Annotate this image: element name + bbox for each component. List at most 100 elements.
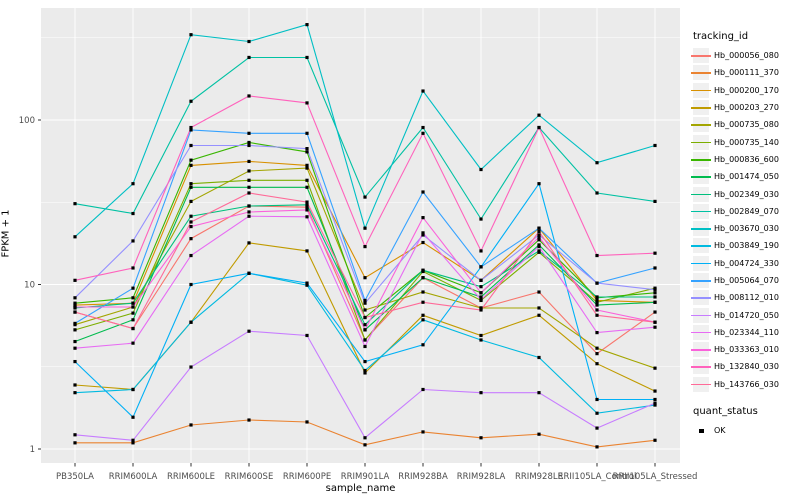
legend-quant-items: OK: [693, 422, 799, 439]
data-point: [537, 355, 541, 360]
legend-key-swatch: [691, 82, 711, 98]
data-point: [595, 295, 599, 299]
data-point: [247, 169, 251, 173]
data-point: [595, 331, 599, 335]
data-point: [305, 333, 309, 338]
legend-item-label: Hb_023344_110: [714, 327, 779, 337]
data-point: [363, 368, 367, 373]
data-point: [479, 333, 483, 338]
x-tick-label: RRII105LA_Stressed: [613, 472, 698, 482]
data-point: [537, 243, 541, 247]
x-tick-label: RRIM600PE: [283, 472, 331, 482]
x-tick-label: RRIM901LA: [341, 472, 390, 482]
data-point: [479, 308, 483, 312]
data-point: [73, 391, 77, 395]
data-point: [595, 352, 599, 356]
legend-key-swatch: [691, 307, 711, 323]
legend-key-swatch: [691, 273, 711, 288]
data-point: [305, 420, 309, 424]
data-point: [479, 306, 483, 310]
data-point: [653, 300, 657, 304]
data-point: [479, 285, 483, 289]
legend-item: Hb_003670_030: [691, 220, 799, 237]
data-point: [653, 288, 657, 292]
legend-key-swatch: [691, 255, 711, 271]
black-square-icon: [699, 428, 704, 434]
data-point: [653, 266, 657, 270]
legend-line-icon: [691, 280, 711, 282]
data-point: [653, 291, 657, 295]
data-point: [247, 140, 251, 145]
legend-item: Hb_000836_600: [691, 151, 799, 168]
data-point: [479, 291, 483, 295]
data-point: [363, 323, 367, 327]
legend-line-icon: [691, 193, 711, 196]
legend-item-label: Hb_005064_070: [714, 276, 779, 285]
data-point: [479, 217, 483, 221]
data-point: [189, 224, 193, 229]
legend-item: Hb_005064_070: [691, 272, 799, 289]
legend-line-icon: [691, 141, 711, 144]
data-point: [537, 235, 541, 239]
data-point: [537, 233, 541, 237]
data-point: [189, 282, 193, 287]
data-point: [595, 346, 599, 350]
data-point: [247, 204, 251, 208]
legend-key-swatch: [691, 290, 711, 306]
data-point: [537, 249, 541, 253]
data-point: [189, 185, 193, 189]
data-point: [305, 147, 309, 151]
legend-key-swatch: [691, 186, 711, 202]
data-point: [189, 214, 193, 218]
data-point: [363, 328, 367, 332]
legend-key-swatch: [691, 238, 711, 254]
data-point: [305, 23, 309, 27]
data-point: [247, 191, 251, 195]
legend-quant-label: OK: [714, 426, 726, 436]
data-point: [131, 341, 135, 345]
data-point: [189, 158, 193, 162]
legend-line-icon: [691, 383, 711, 386]
data-point: [305, 178, 309, 182]
legend-key-swatch: [693, 423, 709, 438]
data-point: [653, 397, 657, 402]
data-point: [595, 426, 599, 430]
data-point: [479, 391, 483, 395]
x-axis-title: sample_name: [325, 483, 396, 494]
data-point: [305, 215, 309, 219]
legend-key-swatch: [691, 151, 711, 167]
data-point: [247, 94, 251, 98]
legend-item: Hb_014720_050: [691, 306, 799, 323]
data-point: [653, 199, 657, 204]
data-point: [537, 432, 541, 436]
data-point: [73, 433, 77, 437]
legend-item-label: Hb_000200_170: [714, 85, 779, 95]
legend-item: Hb_000203_270: [691, 99, 799, 116]
legend-key-swatch: [691, 359, 711, 375]
data-point: [73, 328, 77, 332]
legend-item: Hb_004724_330: [691, 255, 799, 272]
data-point: [421, 131, 425, 135]
legend-line-icon: [691, 72, 711, 75]
data-point: [247, 159, 251, 164]
data-point: [479, 436, 483, 440]
data-point: [131, 387, 135, 392]
x-tick-label: RRIM928BA: [398, 472, 448, 482]
x-tick-label: RRIM600LE: [167, 472, 215, 482]
legend-item-label: Hb_033363_010: [714, 345, 779, 355]
legend-line-icon: [691, 262, 711, 265]
data-point: [595, 313, 599, 317]
data-point: [421, 240, 425, 245]
data-point: [305, 185, 309, 189]
data-point: [247, 329, 251, 333]
data-point: [421, 276, 425, 280]
data-point: [189, 163, 193, 167]
data-point: [247, 131, 251, 135]
x-tick-label: PB350LA: [56, 472, 94, 482]
data-point: [305, 55, 309, 60]
data-point: [653, 295, 657, 299]
data-point: [363, 195, 367, 199]
data-point: [537, 238, 541, 242]
